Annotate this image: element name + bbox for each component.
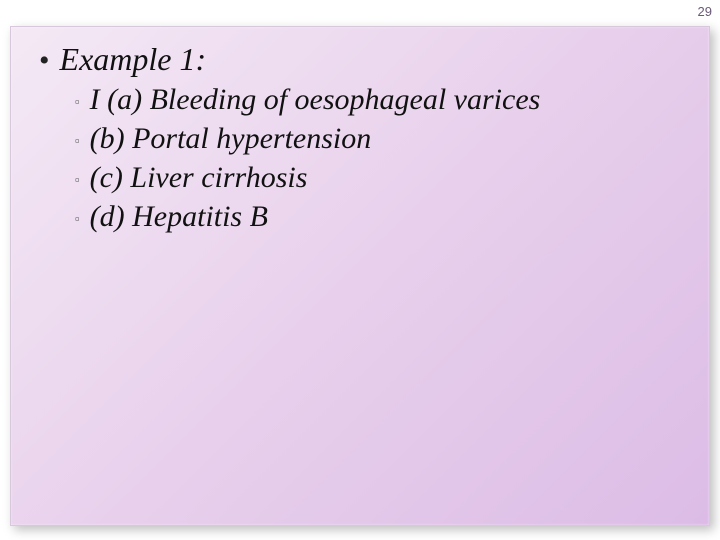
item-text: (b) Portal hypertension — [90, 119, 372, 158]
heading-text: Example 1: — [60, 41, 207, 78]
list-item: ▫ I (a) Bleeding of oesophageal varices — [75, 80, 681, 119]
item-text: I (a) Bleeding of oesophageal varices — [90, 80, 541, 119]
slide-card: • Example 1: ▫ I (a) Bleeding of oesopha… — [10, 26, 710, 526]
sub-bullet-icon: ▫ — [75, 94, 80, 110]
list-item: ▫ (c) Liver cirrhosis — [75, 158, 681, 197]
item-text: (c) Liver cirrhosis — [90, 158, 308, 197]
sub-list: ▫ I (a) Bleeding of oesophageal varices … — [75, 80, 681, 236]
item-text: (d) Hepatitis B — [90, 197, 268, 236]
sub-bullet-icon: ▫ — [75, 133, 80, 149]
page-number: 29 — [698, 4, 712, 19]
sub-bullet-icon: ▫ — [75, 211, 80, 227]
bullet-main-icon: • — [39, 46, 50, 76]
heading-row: • Example 1: — [39, 41, 681, 78]
list-item: ▫ (d) Hepatitis B — [75, 197, 681, 236]
sub-bullet-icon: ▫ — [75, 172, 80, 188]
list-item: ▫ (b) Portal hypertension — [75, 119, 681, 158]
